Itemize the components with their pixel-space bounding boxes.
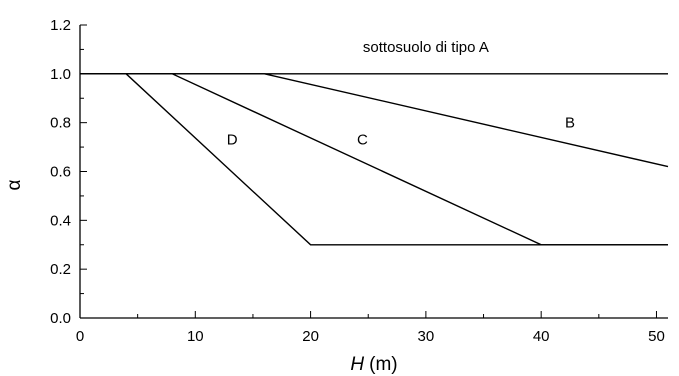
axes — [79, 25, 668, 319]
series-group — [80, 73, 669, 246]
y-tick-label: 0.4 — [50, 212, 71, 229]
x-axis-variable: H — [350, 354, 364, 375]
x-tick-label: 20 — [302, 328, 319, 345]
x-tick-label: 40 — [533, 328, 550, 345]
x-axis-unit: (m) — [369, 354, 397, 375]
y-tick-label: 0.8 — [50, 115, 71, 132]
series-label-sottosuolo-di-tipo-a: sottosuolo di tipo A — [363, 39, 489, 56]
x-axis-label: H (m) — [350, 354, 397, 375]
series-label-c: C — [357, 132, 368, 149]
x-tick-label: 30 — [418, 328, 435, 345]
series-labels: sottosuolo di tipo A B C D — [227, 39, 575, 149]
y-tick-label: 1.2 — [50, 17, 71, 34]
x-tick-label: 50 — [648, 328, 665, 345]
series-label-b: B — [565, 115, 575, 132]
x-tick-label: 0 — [76, 328, 84, 345]
ticks: 0 10 20 30 40 50 0.0 0.2 0.4 0.6 0.8 1.0 1.2 — [50, 17, 665, 345]
y-axis-label: α — [4, 179, 25, 190]
y-tick-label: 1.0 — [50, 66, 71, 83]
series-label-d: D — [227, 132, 238, 149]
x-tick-label: 10 — [187, 328, 204, 345]
series-line-b — [80, 73, 669, 168]
y-tick-label: 0.2 — [50, 261, 71, 278]
series-line-d — [80, 73, 668, 246]
y-tick-label: 0.6 — [50, 164, 71, 181]
y-tick-label: 0.0 — [50, 310, 71, 327]
